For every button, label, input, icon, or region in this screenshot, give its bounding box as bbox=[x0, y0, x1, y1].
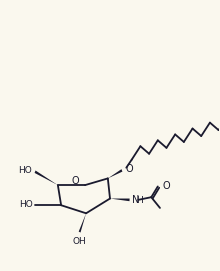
Text: O: O bbox=[125, 164, 133, 174]
Text: O: O bbox=[162, 181, 170, 191]
Text: O: O bbox=[72, 176, 80, 186]
Polygon shape bbox=[35, 170, 58, 185]
Text: HO: HO bbox=[19, 200, 33, 209]
Text: OH: OH bbox=[73, 237, 86, 246]
Polygon shape bbox=[110, 199, 130, 201]
Polygon shape bbox=[79, 213, 86, 233]
Text: H: H bbox=[136, 196, 143, 205]
Text: N: N bbox=[132, 195, 139, 205]
Polygon shape bbox=[108, 169, 122, 178]
Text: HO: HO bbox=[18, 166, 32, 175]
